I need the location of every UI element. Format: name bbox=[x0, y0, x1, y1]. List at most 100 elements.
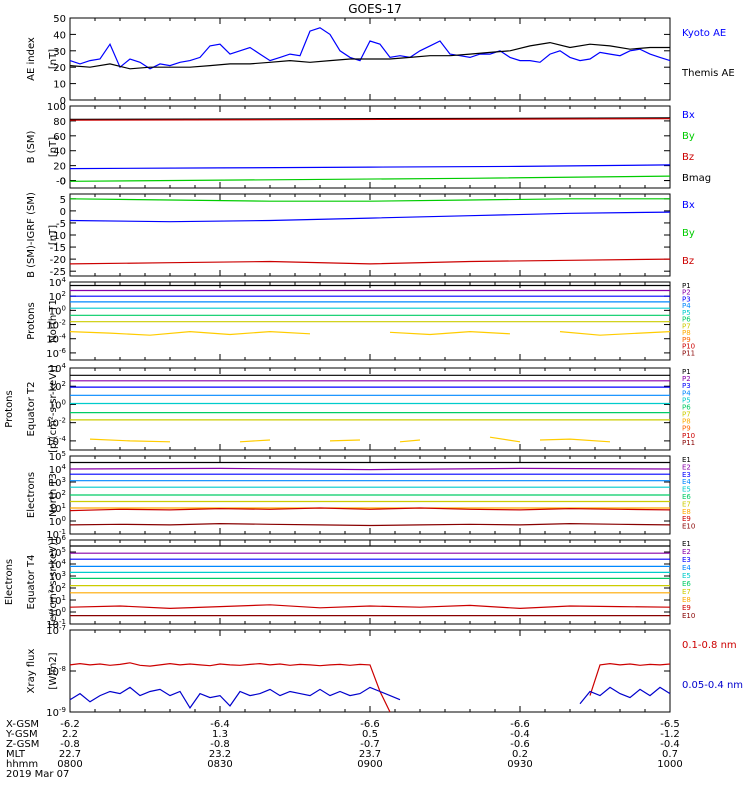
y-tick-label: 100 bbox=[49, 606, 66, 619]
legend-label: By bbox=[682, 131, 695, 142]
series-bx bbox=[69, 164, 671, 170]
series-p8 bbox=[89, 438, 171, 443]
y-axis-label: [W/m2] bbox=[48, 652, 59, 689]
legend-label: E7 bbox=[682, 588, 691, 596]
y-tick-label: 40 bbox=[53, 30, 66, 41]
plot-date: 2019 Mar 07 bbox=[6, 769, 69, 780]
y-axis-label: [nT] bbox=[48, 225, 59, 245]
x-axis-row-value: -0.7 bbox=[360, 739, 380, 750]
legend-label: E8 bbox=[682, 508, 691, 516]
legend-label: P2 bbox=[682, 289, 691, 297]
y-axis-label: Equator T2 bbox=[26, 382, 37, 437]
y-tick-label: 101 bbox=[49, 594, 66, 607]
legend-label: P9 bbox=[682, 336, 691, 344]
x-axis-row-value: -6.2 bbox=[60, 719, 80, 730]
x-axis-row-value: 23.2 bbox=[209, 749, 231, 760]
y-tick-label: -5 bbox=[56, 219, 66, 230]
y-tick-label: 20 bbox=[53, 162, 66, 173]
legend-label: P10 bbox=[682, 432, 695, 440]
x-axis-row-value: -0.8 bbox=[60, 739, 80, 750]
legend-label: P3 bbox=[682, 382, 691, 390]
series-bmag bbox=[69, 117, 671, 120]
y-tick-label: 105 bbox=[49, 450, 66, 463]
series-by bbox=[69, 175, 671, 182]
y-axis-label: Equator T4 bbox=[26, 555, 37, 610]
y-axis-label: Electrons bbox=[26, 472, 37, 518]
legend-label: By bbox=[682, 228, 695, 239]
y-axis-label: AE index bbox=[26, 37, 37, 81]
legend-label: P7 bbox=[682, 322, 691, 330]
x-axis-annotation: X-GSM -6.2 -6.4 -6.6 -6.6 -6.5Y-GSM 2.2 1.3 0.5-… bbox=[5, 719, 683, 780]
y-tick-label: 10-2 bbox=[46, 417, 66, 430]
series-p8 bbox=[539, 438, 611, 443]
panel-protons-equator: 104 102 100 10-2 10-4 Protons Equator T2 [p/(cm… bbox=[4, 362, 695, 453]
x-axis-row-label: X-GSM bbox=[6, 719, 39, 730]
x-axis-row-value: 23.7 bbox=[359, 749, 381, 760]
y-axis-label: [p/(cm²-s-sr-keV)] bbox=[48, 365, 59, 453]
x-axis-row-value: 22.7 bbox=[59, 749, 81, 760]
legend-label: E5 bbox=[682, 572, 691, 580]
legend-label: E7 bbox=[682, 500, 691, 508]
legend-label: P5 bbox=[682, 396, 691, 404]
y-tick-label: 10-9 bbox=[46, 706, 66, 719]
y-tick-label: 102 bbox=[49, 489, 66, 502]
y-tick-label: 10-6 bbox=[46, 347, 66, 360]
y-tick-label: 10-7 bbox=[46, 624, 66, 637]
y-tick-label: 0 bbox=[60, 96, 66, 107]
y-tick-label: -0 bbox=[56, 177, 66, 188]
y-tick-label: -10 bbox=[50, 231, 66, 242]
y-tick-label: 101 bbox=[49, 502, 66, 515]
legend-label: E4 bbox=[682, 564, 691, 572]
legend-label: P10 bbox=[682, 343, 695, 351]
series-kyoto-ae bbox=[69, 27, 671, 70]
y-tick-label: 50 bbox=[53, 14, 66, 25]
panel-ae: 0 10 20 30 40 50 AE index [nT] Kyoto AE Themis AE bbox=[26, 14, 735, 107]
series-e9 bbox=[69, 507, 671, 512]
y-tick-label: 10-4 bbox=[46, 435, 66, 448]
legend-label: 0.1-0.8 nm bbox=[682, 640, 737, 651]
legend-label: P9 bbox=[682, 425, 691, 433]
y-axis-label: Protons bbox=[4, 390, 15, 427]
x-axis-row-label: MLT bbox=[6, 749, 26, 760]
y-tick-label: 104 bbox=[49, 463, 67, 476]
legend-label: E4 bbox=[682, 478, 691, 486]
legend-label: P8 bbox=[682, 418, 691, 426]
legend-label: E1 bbox=[682, 456, 691, 464]
y-tick-label: 100 bbox=[49, 304, 66, 317]
y-tick-label: 10-1 bbox=[46, 528, 66, 541]
legend-label: E5 bbox=[682, 486, 691, 494]
series-0-05-0-4-nm bbox=[69, 686, 401, 709]
series-0-05-0-4-nm bbox=[579, 686, 671, 705]
y-tick-label: 10-4 bbox=[46, 333, 66, 346]
x-axis-row-value: 1000 bbox=[657, 759, 682, 770]
y-tick-label: 60 bbox=[53, 132, 66, 143]
legend-label: P2 bbox=[682, 375, 691, 383]
legend-label: E2 bbox=[682, 463, 691, 471]
x-axis-row-value: 1.3 bbox=[212, 729, 228, 740]
x-axis-row-value: 0.2 bbox=[512, 749, 528, 760]
series-bx bbox=[69, 211, 671, 223]
x-axis-row-value: -1.2 bbox=[660, 729, 680, 740]
legend-label: E9 bbox=[682, 515, 691, 523]
legend-label: P6 bbox=[682, 316, 691, 324]
y-tick-label: 0 bbox=[60, 207, 66, 218]
series-p8 bbox=[559, 331, 671, 336]
y-tick-label: 5 bbox=[60, 195, 66, 206]
x-axis-row-value: 0.5 bbox=[362, 729, 378, 740]
x-axis-row-value: 0.7 bbox=[662, 749, 678, 760]
legend-label: P4 bbox=[682, 302, 691, 310]
y-tick-label: -15 bbox=[50, 243, 66, 254]
legend-label: E8 bbox=[682, 596, 691, 604]
legend-label: 0.05-0.4 nm bbox=[682, 680, 743, 691]
y-axis-label: B (SM) bbox=[26, 130, 37, 163]
series-p8 bbox=[399, 439, 421, 443]
series-by bbox=[69, 198, 670, 202]
panel-bsm: -00 20 40 60 80 100 B (SM) [nT] Bx By Bz Bmag bbox=[26, 102, 711, 189]
legend-label: E6 bbox=[682, 493, 691, 501]
x-axis-row-value: -6.5 bbox=[660, 719, 680, 730]
legend-label: E2 bbox=[682, 548, 691, 556]
